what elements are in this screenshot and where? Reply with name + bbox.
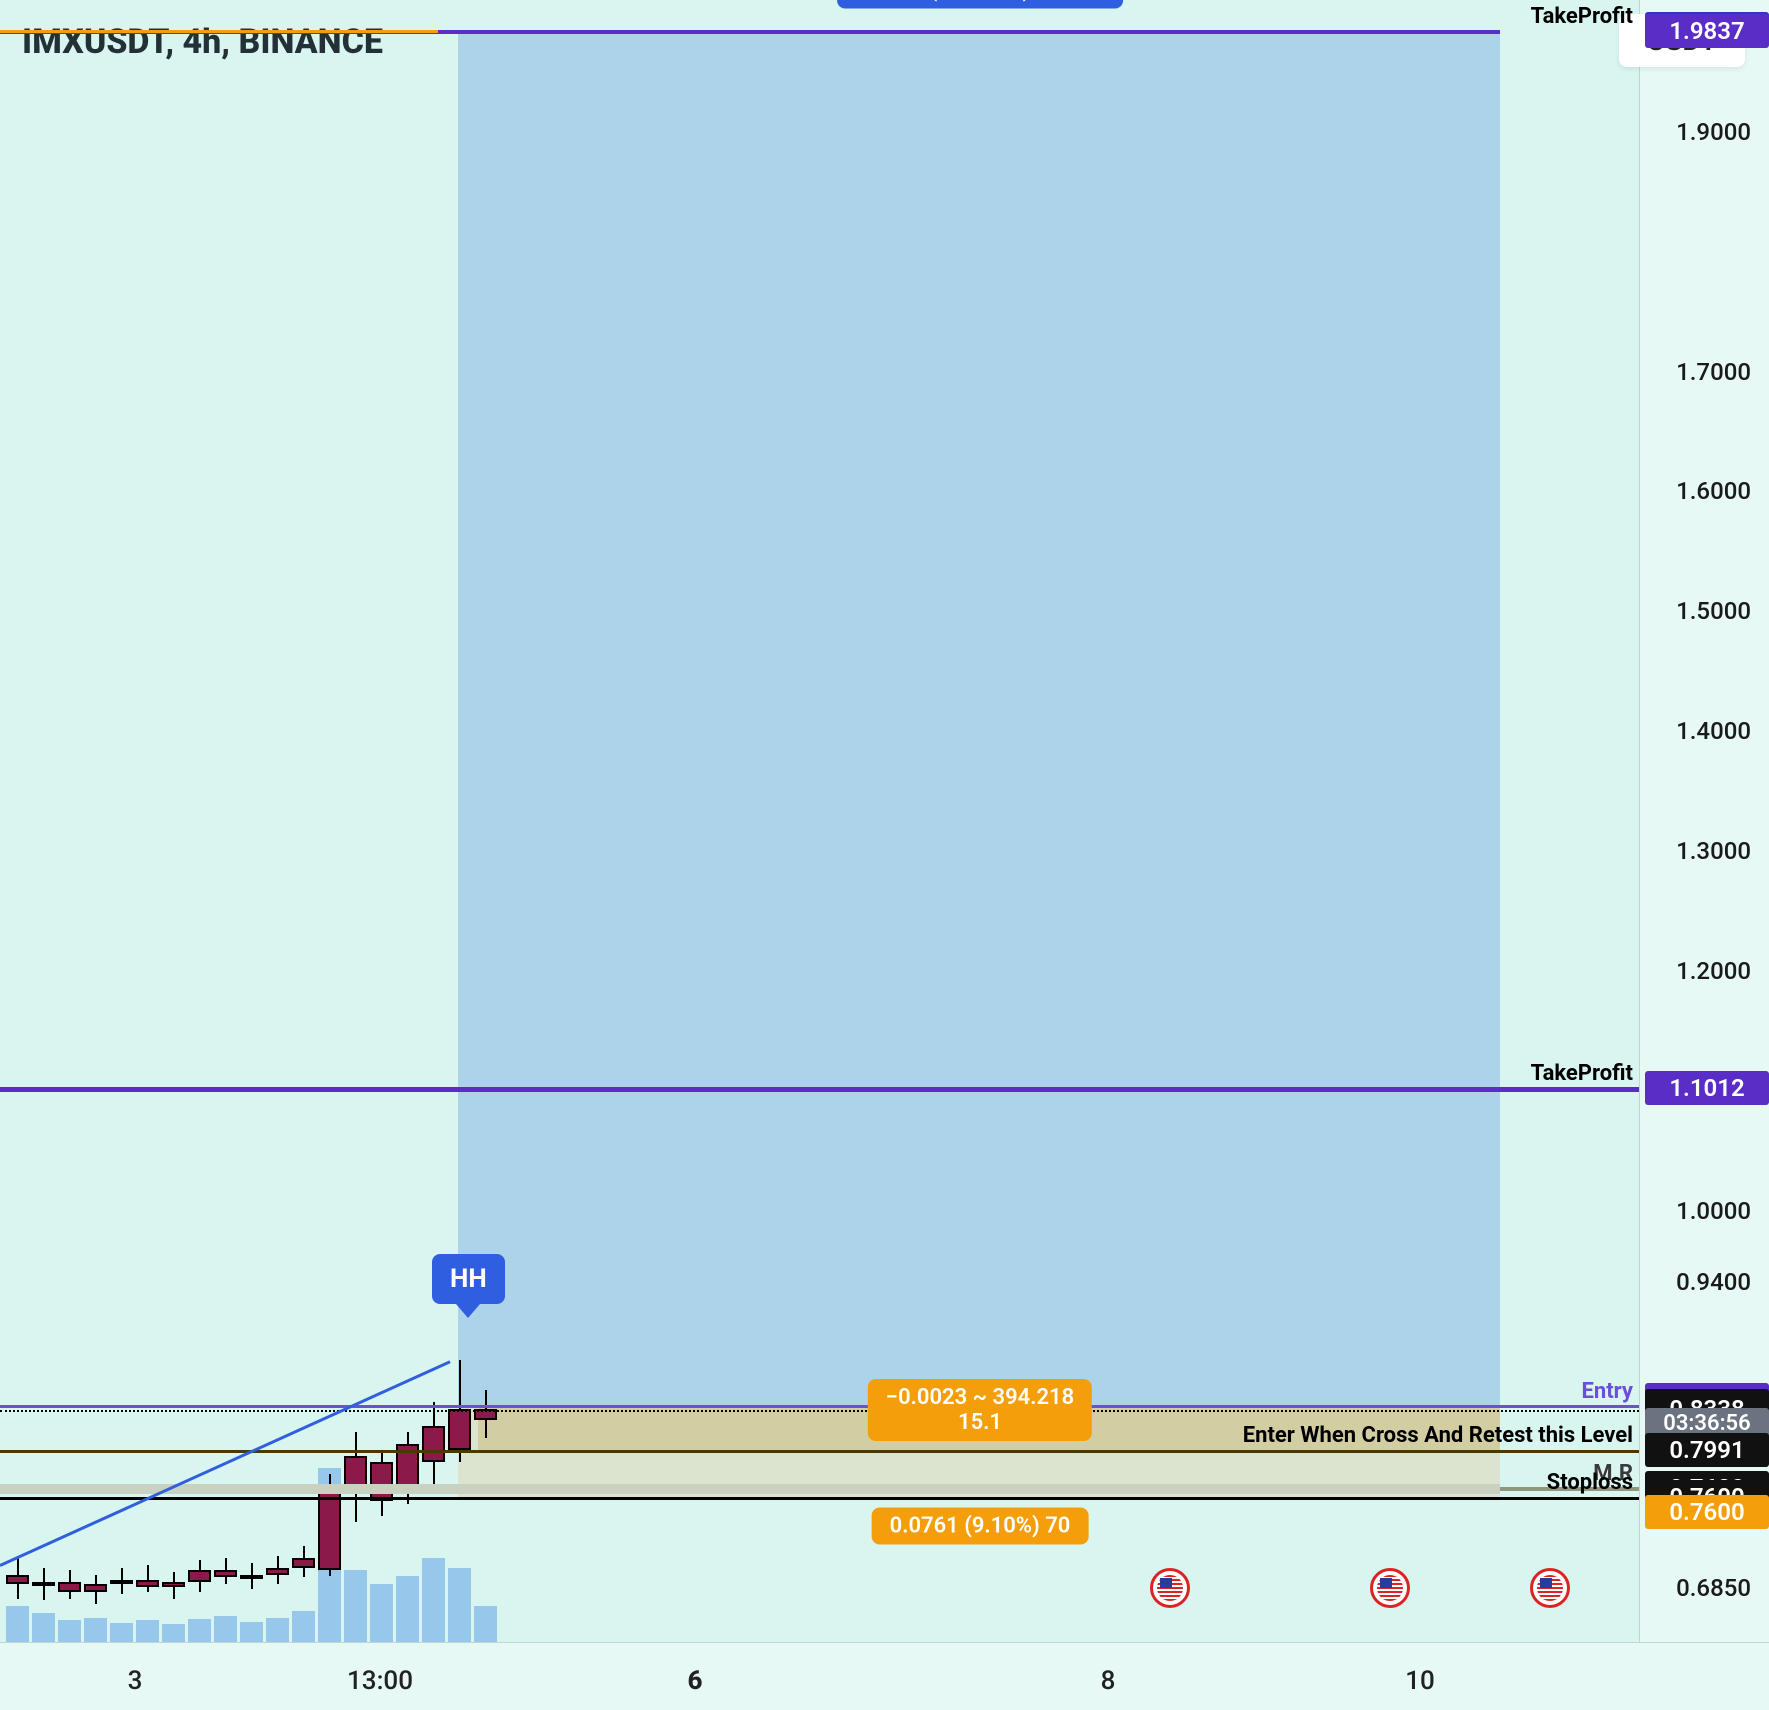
candle[interactable] (162, 1572, 185, 1598)
tag-1_9837[interactable]: 1.9837 (1645, 14, 1769, 48)
target-info-pill: 1.1490 (137.42%) 552.96 (837, 0, 1123, 8)
x-tick: 6 (688, 1666, 703, 1696)
candle[interactable] (240, 1563, 263, 1589)
volume-bar (292, 1611, 315, 1642)
volume-bar (448, 1568, 471, 1642)
volume-bar (136, 1620, 159, 1642)
entry-info-pill: −0.0023 ~ 394.21815.1 (868, 1379, 1092, 1441)
volume-bar (188, 1619, 211, 1642)
entry-line[interactable] (0, 1405, 1639, 1408)
volume-bar (344, 1570, 367, 1642)
risk-info-pill: 0.0761 (9.10%) 70 (872, 1508, 1089, 1545)
candle[interactable] (6, 1558, 29, 1599)
volume-bar (266, 1618, 289, 1642)
y-tick: 1.7000 (1676, 358, 1751, 386)
volume-bar (162, 1624, 185, 1642)
volume-bar (58, 1620, 81, 1642)
volume-bar (370, 1584, 393, 1642)
us-flag-icon (1530, 1568, 1570, 1608)
takeprofit-1-line[interactable] (0, 1087, 1639, 1092)
x-tick: 3 (128, 1666, 143, 1696)
tag-1_1012[interactable]: 1.1012 (1645, 1071, 1769, 1105)
candle[interactable] (266, 1556, 289, 1585)
long-position-target-zone (458, 32, 1500, 1407)
candle[interactable] (136, 1565, 159, 1591)
x-tick: 8 (1101, 1666, 1116, 1696)
tag-0_7991[interactable]: 0.7991 (1645, 1433, 1769, 1467)
candle[interactable] (292, 1546, 315, 1577)
candle[interactable] (344, 1432, 367, 1522)
y-tick: 1.9000 (1676, 118, 1751, 146)
candle[interactable] (58, 1570, 81, 1599)
volume-bar (6, 1606, 29, 1642)
mr-shadow-line[interactable] (0, 1484, 1500, 1494)
current-price-line (0, 1410, 1639, 1412)
candle[interactable] (32, 1568, 55, 1600)
us-flag-icon (1370, 1568, 1410, 1608)
volume-bar (84, 1618, 107, 1642)
x-tick: 10 (1405, 1666, 1435, 1696)
x-tick: 13:00 (347, 1666, 413, 1696)
y-tick: 1.2000 (1676, 957, 1751, 985)
y-tick: 0.6850 (1676, 1574, 1751, 1602)
retest-level-line-label: Enter When Cross And Retest this Level (1243, 1423, 1633, 1448)
candle[interactable] (474, 1390, 497, 1438)
candle[interactable] (84, 1575, 107, 1604)
x-axis-panel[interactable] (0, 1642, 1769, 1710)
candle[interactable] (422, 1402, 445, 1486)
volume-bar (240, 1622, 263, 1642)
y-tick: 1.4000 (1676, 717, 1751, 745)
hh-callout: HH (432, 1254, 505, 1304)
candle[interactable] (188, 1560, 211, 1591)
y-tick: 0.9400 (1676, 1268, 1751, 1296)
y-tick: 1.5000 (1676, 597, 1751, 625)
tag-0_7600b[interactable]: 0.7600 (1645, 1495, 1769, 1529)
symbol-title: IMXUSDT, 4h, BINANCE (22, 22, 383, 62)
stoploss-line[interactable] (0, 1497, 1639, 1500)
y-tick: 1.6000 (1676, 477, 1751, 505)
orange-top-line[interactable] (0, 30, 438, 33)
volume-bar (396, 1576, 419, 1642)
volume-bar (214, 1616, 237, 1642)
y-tick: 1.0000 (1676, 1197, 1751, 1225)
entry-line-label: Entry (1582, 1379, 1633, 1404)
takeprofit-1-line-label: TakeProfit (1531, 1061, 1633, 1086)
volume-bar (474, 1606, 497, 1642)
volume-bar (422, 1558, 445, 1642)
y-tick: 1.3000 (1676, 837, 1751, 865)
us-flag-icon (1150, 1568, 1190, 1608)
candle[interactable] (110, 1568, 133, 1594)
chart-root[interactable]: IMXUSDT, 4h, BINANCE USDT TakeProfitTake… (0, 0, 1769, 1710)
takeprofit-2-line-label: TakeProfit (1531, 4, 1633, 29)
volume-bar (32, 1613, 55, 1642)
stoploss-line-label: Stoploss (1547, 1470, 1633, 1495)
volume-bar (110, 1623, 133, 1642)
candle[interactable] (214, 1558, 237, 1584)
